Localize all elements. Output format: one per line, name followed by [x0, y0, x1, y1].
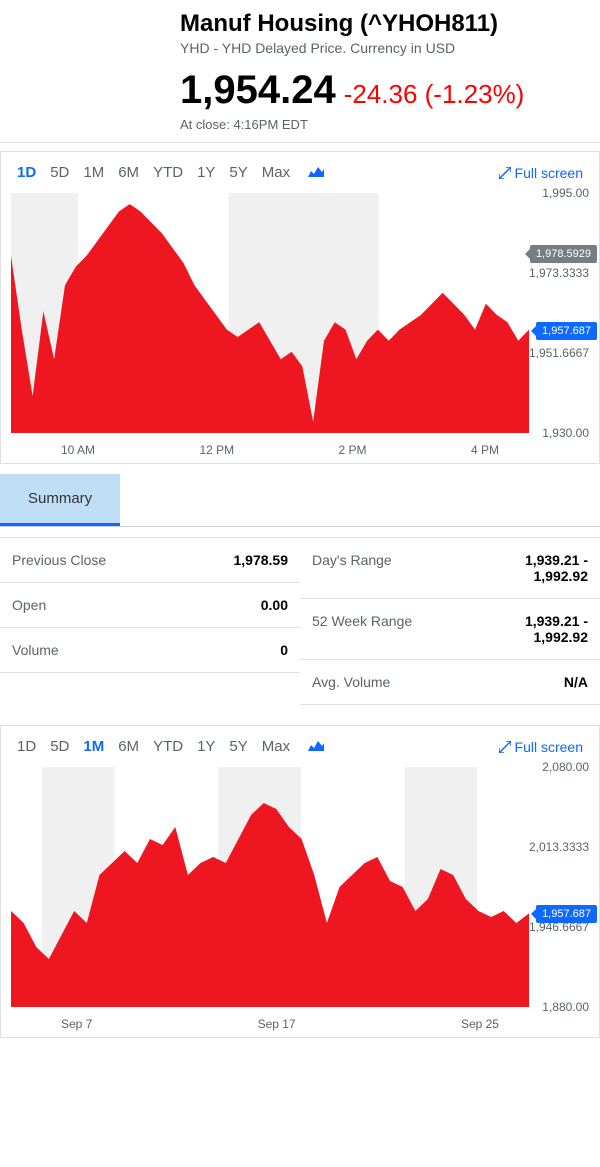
price-change: -24.36 (-1.23%): [344, 79, 525, 110]
intraday-chart-section: 1D 5D 1M 6M YTD 1Y 5Y Max Full screen 1,995.00 1,…: [0, 151, 600, 464]
close-time: At close: 4:16PM EDT: [180, 117, 600, 132]
stat-value: N/A: [564, 674, 588, 690]
range-tab-1y[interactable]: 1Y: [197, 738, 215, 755]
x-axis-label: 12 PM: [199, 443, 234, 457]
stat-value: 1,978.59: [234, 552, 289, 568]
x-axis-label: Sep 7: [61, 1017, 92, 1031]
stat-row: Avg. Volume N/A: [300, 660, 600, 705]
stat-value: 0.00: [261, 597, 288, 613]
x-axis-label: 2 PM: [339, 443, 367, 457]
stat-row: Volume 0: [0, 628, 300, 673]
range-tab-max[interactable]: Max: [262, 738, 290, 755]
stat-label: Avg. Volume: [312, 674, 390, 690]
y-axis-label: 1,880.00: [542, 1000, 589, 1014]
y-axis-label: 1,973.3333: [529, 266, 589, 280]
stat-row: 52 Week Range 1,939.21 -1,992.92: [300, 599, 600, 660]
y-axis-label: 1,930.00: [542, 426, 589, 440]
x-axis-label: 10 AM: [61, 443, 95, 457]
price-marker-badge: 1,978.5929: [530, 245, 597, 263]
quote-header: Manuf Housing (^YHOH811) YHD - YHD Delay…: [0, 0, 600, 143]
stat-label: Previous Close: [12, 552, 106, 568]
tab-summary[interactable]: Summary: [0, 474, 120, 526]
y-axis-label: 2,080.00: [542, 760, 589, 774]
chart-type-icon[interactable]: [308, 738, 324, 755]
range-tab-1y[interactable]: 1Y: [197, 164, 215, 181]
x-axis-label: 4 PM: [471, 443, 499, 457]
range-tab-5y[interactable]: 5Y: [229, 738, 247, 755]
range-tab-1d[interactable]: 1D: [17, 164, 36, 181]
range-tab-6m[interactable]: 6M: [118, 738, 139, 755]
stat-label: Open: [12, 597, 46, 613]
stat-row: Open 0.00: [0, 583, 300, 628]
month-chart-section: 1D5D1M6MYTD1Y5YMaxFull screen 2,080.002,…: [0, 725, 600, 1038]
range-tab-ytd[interactable]: YTD: [153, 738, 183, 755]
stat-value: 1,939.21 -1,992.92: [525, 552, 588, 584]
stat-label: Day's Range: [312, 552, 392, 584]
range-tab-max[interactable]: Max: [262, 164, 290, 181]
x-axis-label: Sep 17: [258, 1017, 296, 1031]
chart-type-icon[interactable]: [308, 164, 324, 181]
range-tab-1d[interactable]: 1D: [17, 738, 36, 755]
range-tab-5d[interactable]: 5D: [50, 164, 69, 181]
range-tab-1m[interactable]: 1M: [83, 738, 104, 755]
stat-row: Previous Close 1,978.59: [0, 538, 300, 583]
price-marker-badge: 1,957.687: [536, 905, 597, 923]
summary-tabs: Summary: [0, 474, 600, 527]
stat-value: 1,939.21 -1,992.92: [525, 613, 588, 645]
x-axis-label: Sep 25: [461, 1017, 499, 1031]
y-axis-label: 1,995.00: [542, 186, 589, 200]
y-axis-label: 1,951.6667: [529, 346, 589, 360]
month-chart[interactable]: 2,080.002,013.33331,946.66671,880.001,95…: [1, 767, 599, 1037]
stat-value: 0: [280, 642, 288, 658]
stat-label: Volume: [12, 642, 59, 658]
range-tab-6m[interactable]: 6M: [118, 164, 139, 181]
y-axis-label: 2,013.3333: [529, 840, 589, 854]
range-tab-5y[interactable]: 5Y: [229, 164, 247, 181]
price-marker-badge: 1,957.687: [536, 322, 597, 340]
range-tab-5d[interactable]: 5D: [50, 738, 69, 755]
instrument-title: Manuf Housing (^YHOH811): [180, 10, 600, 38]
stat-label: 52 Week Range: [312, 613, 412, 645]
range-tab-ytd[interactable]: YTD: [153, 164, 183, 181]
chart-range-tabs: 1D 5D 1M 6M YTD 1Y 5Y Max Full screen: [1, 152, 599, 193]
stat-row: Day's Range 1,939.21 -1,992.92: [300, 538, 600, 599]
last-price: 1,954.24: [180, 68, 336, 113]
stats-table: Previous Close 1,978.59 Open 0.00 Volume 0 Da…: [0, 537, 600, 705]
fullscreen-button[interactable]: Full screen: [499, 739, 583, 755]
range-tab-1m[interactable]: 1M: [83, 164, 104, 181]
fullscreen-button[interactable]: Full screen: [499, 165, 583, 181]
intraday-chart[interactable]: 1,995.001,973.33331,951.66671,930.001,97…: [1, 193, 599, 463]
chart-range-tabs: 1D 5D 1M 6M YTD 1Y 5Y Max Full screen: [1, 726, 599, 767]
instrument-subtitle: YHD - YHD Delayed Price. Currency in USD: [180, 40, 600, 56]
